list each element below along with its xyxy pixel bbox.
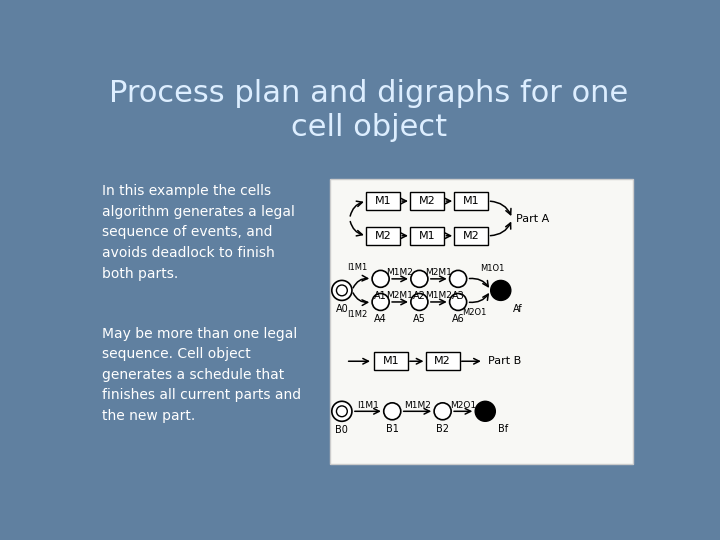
- Text: I1M2: I1M2: [347, 309, 367, 319]
- Text: Part A: Part A: [516, 214, 549, 224]
- Text: Process plan and digraphs for one: Process plan and digraphs for one: [109, 79, 629, 107]
- FancyBboxPatch shape: [330, 179, 632, 464]
- Text: A2: A2: [413, 291, 426, 301]
- Text: A6: A6: [451, 314, 464, 325]
- Circle shape: [490, 280, 510, 300]
- Circle shape: [372, 294, 389, 310]
- Text: A3: A3: [451, 291, 464, 301]
- Circle shape: [336, 406, 347, 417]
- Text: M1: M1: [382, 356, 399, 366]
- Text: In this example the cells
algorithm generates a legal
sequence of events, and
av: In this example the cells algorithm gene…: [102, 184, 294, 281]
- Text: Af: Af: [513, 303, 523, 314]
- Circle shape: [449, 271, 467, 287]
- Text: B0: B0: [336, 425, 348, 435]
- Circle shape: [411, 271, 428, 287]
- Circle shape: [411, 294, 428, 310]
- Text: M2M1: M2M1: [426, 268, 452, 277]
- FancyBboxPatch shape: [410, 192, 444, 211]
- Circle shape: [332, 401, 352, 421]
- Text: M1M2: M1M2: [426, 291, 452, 300]
- Text: May be more than one legal
sequence. Cell object
generates a schedule that
finis: May be more than one legal sequence. Cel…: [102, 327, 301, 423]
- Text: Part B: Part B: [487, 356, 521, 366]
- Circle shape: [434, 403, 451, 420]
- Text: M2O1: M2O1: [462, 308, 487, 317]
- Text: A1: A1: [374, 291, 387, 301]
- Text: M2: M2: [463, 231, 480, 241]
- Text: B1: B1: [386, 423, 399, 434]
- FancyBboxPatch shape: [426, 352, 459, 370]
- Text: M2O1: M2O1: [450, 401, 476, 410]
- Text: M2: M2: [374, 231, 392, 241]
- Text: M1: M1: [374, 196, 391, 206]
- Text: M2: M2: [434, 356, 451, 366]
- FancyBboxPatch shape: [366, 192, 400, 211]
- Circle shape: [384, 403, 401, 420]
- Text: M2: M2: [419, 196, 436, 206]
- FancyBboxPatch shape: [374, 352, 408, 370]
- Text: M1O1: M1O1: [480, 264, 504, 273]
- Text: I1M1: I1M1: [347, 263, 367, 272]
- Text: A0: A0: [336, 304, 348, 314]
- Text: M1: M1: [463, 196, 480, 206]
- Circle shape: [332, 280, 352, 300]
- Text: M2M1: M2M1: [387, 291, 413, 300]
- Text: M1M2: M1M2: [387, 268, 413, 277]
- FancyBboxPatch shape: [366, 226, 400, 245]
- FancyBboxPatch shape: [410, 226, 444, 245]
- Text: Bf: Bf: [498, 424, 508, 434]
- Text: A5: A5: [413, 314, 426, 325]
- Text: cell object: cell object: [291, 112, 447, 141]
- FancyBboxPatch shape: [454, 226, 488, 245]
- Text: M1M2: M1M2: [404, 401, 431, 410]
- Text: B2: B2: [436, 423, 449, 434]
- Text: I1M1: I1M1: [357, 401, 379, 410]
- Circle shape: [475, 401, 495, 421]
- FancyBboxPatch shape: [454, 192, 488, 211]
- Text: M1: M1: [419, 231, 436, 241]
- Circle shape: [372, 271, 389, 287]
- Circle shape: [449, 294, 467, 310]
- Circle shape: [336, 285, 347, 296]
- Text: A4: A4: [374, 314, 387, 325]
